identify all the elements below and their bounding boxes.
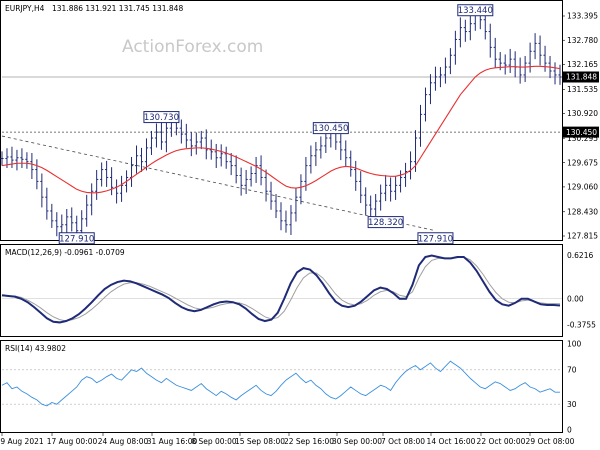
x-tick-label: 7 Oct 08:00 (381, 437, 425, 446)
price-annotation-box (417, 232, 454, 245)
price-annotation: 127.910 (59, 234, 94, 244)
rsi-line (1, 360, 561, 407)
x-tick-label: 9 Aug 2021 (0, 437, 43, 446)
x-tick-label: 30 Sep 00:00 (332, 437, 382, 446)
price-tick-label: 132.780 (567, 36, 598, 45)
rsi-series-group (1, 360, 562, 407)
x-tick-label: 22 Sep 16:00 (284, 437, 334, 446)
macd-line (1, 254, 561, 324)
x-tick-label: 8 Sep 00:00 (191, 437, 237, 446)
x-tick-label: 24 Aug 08:00 (98, 437, 149, 446)
price-annotation: 130.450 (313, 124, 348, 134)
price-tick-label: 130.295 (567, 134, 598, 143)
price-tick-label: 129.060 (567, 183, 598, 192)
price-pane (0, 0, 563, 241)
macd-series-group (1, 254, 562, 324)
x-tick-label: 15 Sep 08:00 (235, 437, 285, 446)
price-tick-label: 133.395 (567, 12, 598, 21)
price-tick-label: 127.815 (567, 232, 598, 241)
support-level-tag: 130.450 (566, 128, 597, 137)
x-tick-label: 22 Oct 00:00 (477, 437, 526, 446)
macd-tick-label: 0.00 (567, 294, 584, 303)
rsi-tick-label: 70 (567, 365, 577, 374)
price-annotation-box (143, 111, 180, 124)
rsi-tick-label: 0 (567, 426, 572, 435)
axis-labels-group: 133.395 132.780 132.165 131.535 130.920 130.2… (0, 12, 599, 446)
price-annotation-box (58, 232, 95, 245)
x-tick-label: 31 Aug 16:00 (147, 437, 198, 446)
price-tick-label: 128.430 (567, 207, 598, 216)
price-tick-label: 132.165 (567, 60, 598, 69)
x-tick-label: 14 Oct 16:00 (427, 437, 476, 446)
rsi-pane (0, 340, 563, 433)
price-annotation-box (367, 216, 404, 229)
x-tick-label: 17 Aug 00:00 (47, 437, 98, 446)
price-annotation: 133.440 (458, 6, 493, 16)
price-tick-label: 130.920 (567, 109, 598, 118)
price-annotation: 130.730 (144, 113, 179, 123)
price-annotation-box (457, 4, 494, 17)
price-series-group: 130.730 130.450 133.440 127.910 127.910 128.3… (0, 4, 562, 245)
support-level-tag-box (563, 126, 599, 138)
last-price-tag: 131.848 (566, 73, 597, 82)
x-tick-label: 29 Oct 08:00 (526, 437, 575, 446)
macd-tick-label: -0.3755 (567, 321, 596, 330)
watermark: ActionForex.com (122, 37, 263, 57)
price-annotation: 127.910 (418, 234, 453, 244)
rsi-tick-label: 100 (567, 340, 582, 349)
trendline (1, 135, 436, 232)
price-tick-label: 129.675 (567, 158, 598, 167)
moving-average-line (1, 65, 561, 194)
rsi-tick-label: 30 (567, 400, 577, 409)
last-price-tag-box (563, 71, 599, 83)
macd-tick-label: 0.6216 (567, 251, 593, 260)
price-annotation-box (312, 122, 349, 135)
rsi-title: RSI(14) 43.9802 (5, 344, 66, 353)
macd-signal-line (2, 256, 561, 322)
macd-title: MACD(12,26,9) -0.0961 -0.0709 (5, 248, 125, 257)
symbol-label: EURJPY,H4 (5, 4, 45, 13)
price-tick-label: 131.535 (567, 85, 598, 94)
ohlc-readout: 131.886 131.921 131.745 131.848 (52, 4, 183, 13)
macd-pane (0, 244, 563, 337)
price-annotation: 128.320 (368, 218, 403, 228)
